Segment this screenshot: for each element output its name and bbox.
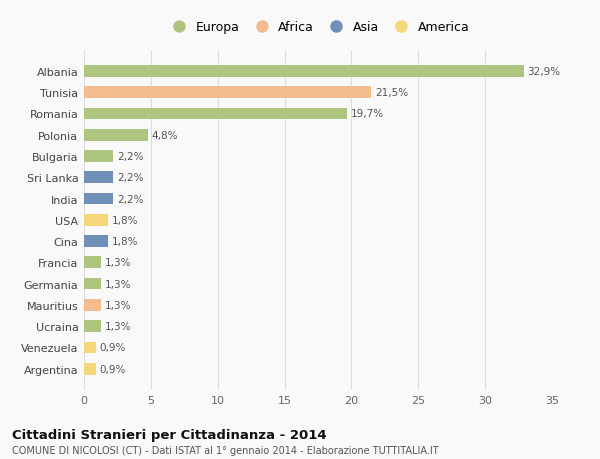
Text: 4,8%: 4,8%	[152, 130, 178, 140]
Bar	[84, 172, 113, 184]
Bar	[84, 236, 108, 247]
Bar	[84, 214, 108, 226]
Bar	[84, 320, 101, 332]
Bar	[84, 299, 101, 311]
Text: 21,5%: 21,5%	[375, 88, 408, 98]
Text: 19,7%: 19,7%	[351, 109, 384, 119]
Bar	[84, 87, 371, 99]
Text: 1,3%: 1,3%	[105, 300, 131, 310]
Bar	[84, 66, 524, 78]
Bar	[84, 129, 148, 141]
Bar	[84, 257, 101, 269]
Text: 0,9%: 0,9%	[100, 343, 126, 353]
Text: 1,3%: 1,3%	[105, 321, 131, 331]
Bar	[84, 278, 101, 290]
Text: 0,9%: 0,9%	[100, 364, 126, 374]
Text: 2,2%: 2,2%	[117, 151, 143, 162]
Text: 1,8%: 1,8%	[112, 215, 138, 225]
Text: Cittadini Stranieri per Cittadinanza - 2014: Cittadini Stranieri per Cittadinanza - 2…	[12, 428, 326, 441]
Bar	[84, 151, 113, 162]
Text: COMUNE DI NICOLOSI (CT) - Dati ISTAT al 1° gennaio 2014 - Elaborazione TUTTITALI: COMUNE DI NICOLOSI (CT) - Dati ISTAT al …	[12, 445, 439, 455]
Text: 2,2%: 2,2%	[117, 173, 143, 183]
Text: 32,9%: 32,9%	[527, 67, 560, 77]
Bar	[84, 108, 347, 120]
Bar	[84, 342, 96, 353]
Bar	[84, 193, 113, 205]
Text: 2,2%: 2,2%	[117, 194, 143, 204]
Bar	[84, 363, 96, 375]
Text: 1,3%: 1,3%	[105, 258, 131, 268]
Legend: Europa, Africa, Asia, America: Europa, Africa, Asia, America	[161, 16, 475, 39]
Text: 1,8%: 1,8%	[112, 236, 138, 246]
Text: 1,3%: 1,3%	[105, 279, 131, 289]
